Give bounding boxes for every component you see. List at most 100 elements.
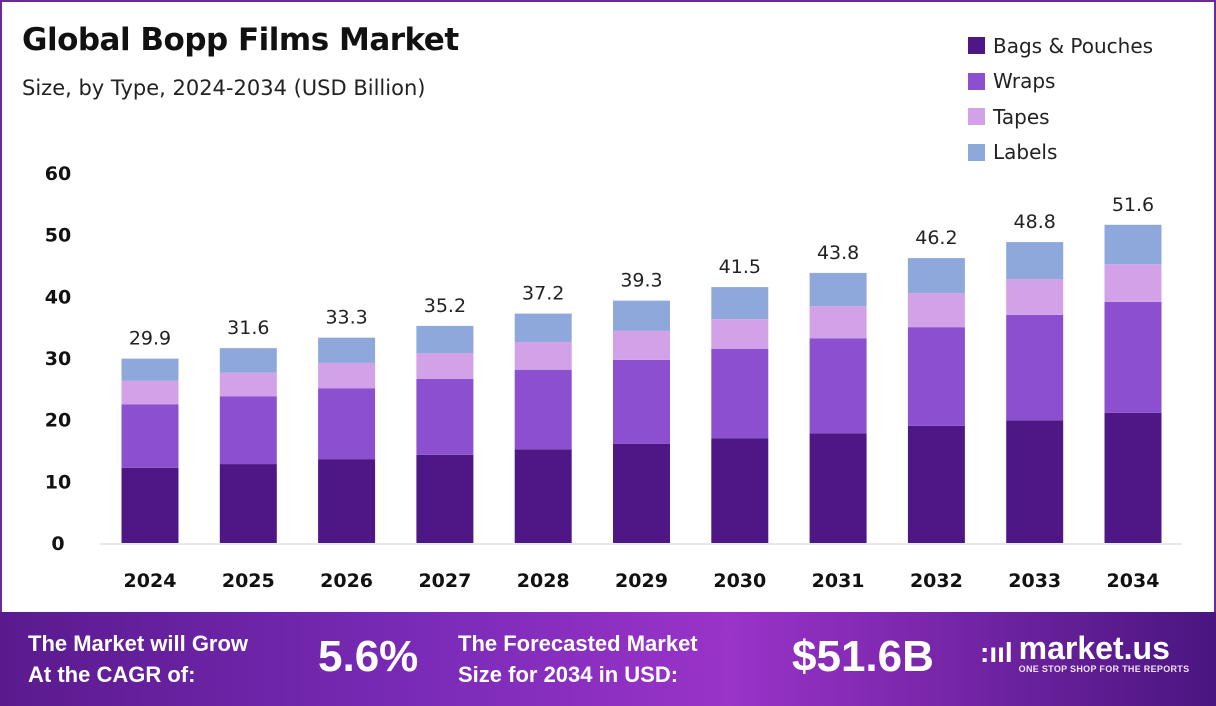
- forecast-label-line: Size for 2034 in USD:: [458, 662, 679, 687]
- chart-title: Global Bopp Films Market: [22, 22, 459, 58]
- cagr-label: The Market will Grow At the CAGR of:: [28, 628, 248, 690]
- bar-segment-tapes: [1006, 279, 1064, 315]
- data-label: 29.9: [129, 328, 171, 350]
- bar-segment-bags-pouches: [318, 459, 376, 543]
- bar-segment-tapes: [514, 341, 572, 370]
- data-label: 39.3: [620, 270, 662, 292]
- x-tick-label: 2032: [910, 570, 963, 592]
- bar-segment-tapes: [907, 293, 965, 328]
- bar-segment-tapes: [121, 380, 179, 405]
- logo-name: market.us: [1018, 630, 1170, 666]
- bar-segment-bags-pouches: [514, 449, 572, 543]
- legend-item-tapes: Tapes: [968, 99, 1153, 135]
- bar-segment-wraps: [416, 378, 474, 455]
- bar-segment-tapes: [1104, 264, 1162, 302]
- bar-segment-bags-pouches: [1104, 412, 1162, 543]
- data-label: 48.8: [1014, 211, 1056, 233]
- legend-label: Labels: [993, 140, 1058, 165]
- x-tick-label: 2030: [713, 570, 766, 592]
- bar-segment-wraps: [809, 338, 867, 434]
- bar-segment-wraps: [121, 404, 179, 468]
- bar-segment-wraps: [318, 388, 376, 460]
- bar-segment-labels: [318, 337, 376, 363]
- y-tick-label: 0: [51, 533, 64, 555]
- data-label: 51.6: [1112, 194, 1154, 216]
- x-tick-label: 2031: [812, 570, 865, 592]
- bar-segment-wraps: [1104, 301, 1162, 413]
- market-us-logo: :ııl market.us ONE STOP SHOP FOR THE REPO…: [980, 632, 1189, 674]
- logo-tagline: ONE STOP SHOP FOR THE REPORTS: [1018, 664, 1190, 674]
- y-tick-label: 60: [45, 163, 71, 185]
- data-label: 31.6: [227, 317, 269, 339]
- x-tick-label: 2026: [320, 570, 373, 592]
- x-tick-label: 2028: [517, 570, 570, 592]
- bar-segment-tapes: [711, 319, 769, 349]
- x-tick-label: 2027: [418, 570, 471, 592]
- logo-icon: :ııl: [980, 637, 1013, 668]
- forecast-value: $51.6B: [792, 632, 934, 681]
- bar-segment-labels: [121, 358, 179, 381]
- legend-swatch: [968, 143, 985, 161]
- bar-segment-bags-pouches: [219, 464, 277, 543]
- bar-segment-labels: [613, 300, 670, 331]
- forecast-label-line: The Forecasted Market: [458, 631, 698, 656]
- bar-segment-wraps: [907, 327, 965, 426]
- x-tick-label: 2029: [615, 570, 668, 592]
- bar-segment-labels: [1104, 224, 1162, 265]
- bar-segment-tapes: [318, 362, 376, 389]
- data-label: 41.5: [719, 256, 761, 278]
- bar-segment-wraps: [219, 396, 277, 465]
- bar-segment-tapes: [219, 372, 277, 397]
- bar-segment-wraps: [514, 369, 572, 450]
- footer-banner: The Market will Grow At the CAGR of: 5.6%…: [0, 612, 1216, 706]
- bar-segment-labels: [711, 287, 769, 320]
- cagr-label-line: At the CAGR of:: [28, 662, 196, 687]
- bar-segment-wraps: [1006, 314, 1064, 421]
- bar-segment-tapes: [809, 306, 867, 339]
- legend-item-wraps: Wraps: [968, 64, 1153, 100]
- bar-segment-labels: [1006, 242, 1064, 280]
- bar-segment-bags-pouches: [907, 425, 965, 543]
- x-tick-label: 2034: [1107, 570, 1160, 592]
- x-tick-label: 2033: [1008, 570, 1061, 592]
- legend-swatch: [968, 108, 985, 126]
- y-tick-label: 30: [45, 348, 71, 370]
- legend-label: Tapes: [993, 104, 1050, 129]
- bar-segment-tapes: [613, 330, 670, 360]
- legend-item-bags: Bags & Pouches: [968, 28, 1153, 64]
- bar-segment-tapes: [416, 353, 474, 379]
- bar-segment-bags-pouches: [613, 443, 670, 543]
- forecast-label: The Forecasted Market Size for 2034 in US…: [458, 628, 698, 690]
- cagr-value: 5.6%: [318, 632, 419, 681]
- legend-swatch: [968, 72, 985, 90]
- bar-segment-labels: [809, 272, 867, 307]
- legend-label: Wraps: [993, 69, 1056, 94]
- bar-segment-bags-pouches: [1006, 420, 1064, 543]
- bar-segment-labels: [219, 348, 277, 373]
- bar-segment-bags-pouches: [121, 467, 179, 543]
- cagr-label-line: The Market will Grow: [28, 631, 249, 656]
- bar-segment-wraps: [711, 348, 769, 439]
- chart-frame: [0, 0, 1216, 612]
- y-tick-label: 10: [45, 471, 71, 493]
- bar-segment-bags-pouches: [711, 438, 769, 543]
- y-tick-label: 40: [45, 286, 71, 308]
- data-label: 43.8: [817, 242, 859, 264]
- data-label: 33.3: [325, 307, 367, 329]
- bar-segment-labels: [514, 313, 572, 342]
- x-tick-label: 2025: [222, 570, 275, 592]
- legend-label: Bags & Pouches: [993, 33, 1154, 58]
- legend: Bags & Pouches Wraps Tapes Labels: [968, 28, 1153, 170]
- bar-segment-labels: [416, 325, 474, 354]
- data-label: 35.2: [424, 295, 466, 317]
- legend-swatch: [968, 37, 985, 55]
- chart-subtitle: Size, by Type, 2024-2034 (USD Billion): [22, 76, 426, 100]
- legend-item-labels: Labels: [968, 135, 1153, 171]
- y-tick-label: 20: [45, 410, 71, 432]
- y-tick-label: 50: [45, 225, 71, 247]
- x-tick-label: 2024: [124, 570, 177, 592]
- data-label: 46.2: [915, 227, 957, 249]
- chart-plot: 010203040506029.9202431.6202533.3202635.…: [45, 163, 1182, 592]
- data-label: 37.2: [522, 283, 564, 305]
- bar-segment-wraps: [613, 359, 670, 444]
